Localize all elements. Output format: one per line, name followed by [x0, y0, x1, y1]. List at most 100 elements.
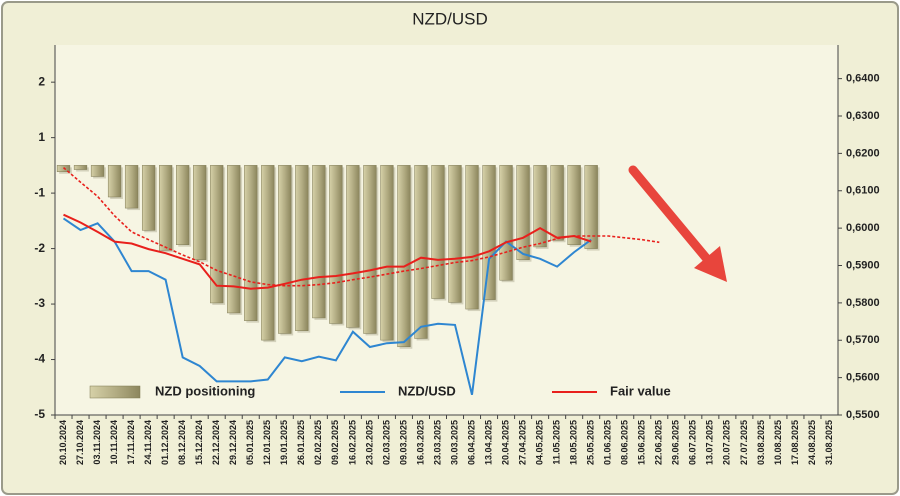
x-tick-label: 29.06.2025 — [671, 420, 681, 465]
y2-tick-label: 0,6200 — [846, 147, 880, 159]
trend-line — [62, 166, 660, 287]
x-tick-label: 27.07.2025 — [739, 420, 749, 465]
bar — [584, 165, 598, 249]
bar — [295, 165, 309, 331]
legend-label: NZD/USD — [398, 383, 456, 398]
bar — [312, 165, 326, 319]
bar — [567, 165, 581, 245]
x-tick-label: 02.02.2025 — [313, 420, 323, 465]
y2-tick-label: 0,6400 — [846, 73, 880, 85]
bar — [516, 165, 530, 260]
y-tick-label: -4 — [34, 352, 45, 366]
bar — [414, 165, 428, 339]
bar — [210, 165, 224, 304]
line — [63, 213, 592, 290]
bar — [73, 165, 88, 170]
bar — [107, 165, 122, 198]
bar — [448, 165, 462, 303]
x-tick-label: 16.02.2025 — [347, 420, 357, 465]
bar — [244, 165, 258, 321]
x-tick-label: 01.12.2024 — [160, 420, 170, 465]
y2-tick-label: 0,5700 — [846, 334, 880, 346]
x-tick-label: 25.05.2025 — [586, 420, 596, 465]
bar — [363, 165, 377, 334]
x-tick-label: 12.01.2025 — [262, 420, 272, 465]
x-tick-label: 23.03.2025 — [432, 420, 442, 465]
x-tick-label: 27.10.2024 — [75, 420, 85, 465]
bar — [124, 165, 139, 209]
x-tick-label: 20.10.2024 — [58, 420, 68, 465]
x-tick-label: 08.06.2025 — [620, 420, 630, 465]
x-tick-label: 01.06.2025 — [603, 420, 613, 465]
x-tick-label: 03.08.2025 — [756, 420, 766, 465]
x-tick-label: 29.12.2024 — [228, 420, 238, 465]
y-tick-label: -2 — [34, 241, 45, 255]
y-tick-label: 1 — [38, 130, 45, 144]
chart-title: NZD/USD — [412, 9, 488, 28]
bar — [193, 165, 207, 260]
x-tick-label: 13.07.2025 — [705, 420, 715, 465]
y-tick-label: -5 — [34, 407, 45, 421]
y2-tick-label: 0,6000 — [846, 222, 880, 234]
x-tick-label: 16.03.2025 — [415, 420, 425, 465]
bar — [278, 165, 292, 334]
x-tick-label: 22.12.2024 — [211, 420, 221, 465]
x-tick-label: 19.01.2025 — [279, 420, 289, 465]
x-tick-label: 18.05.2025 — [569, 420, 579, 465]
y2-tick-label: 0,5500 — [846, 409, 880, 421]
bar — [550, 165, 564, 241]
bar — [397, 165, 411, 348]
y-tick-label: -3 — [34, 296, 45, 310]
bar — [261, 165, 275, 341]
bar — [176, 165, 190, 245]
x-tick-label: 24.08.2025 — [807, 420, 817, 465]
y-tick-label: -1 — [34, 185, 45, 199]
x-tick-label: 06.07.2025 — [688, 420, 698, 465]
x-tick-label: 13.04.2025 — [483, 420, 493, 465]
bar — [329, 165, 343, 324]
bar — [499, 165, 513, 281]
x-tick-label: 23.02.2025 — [364, 420, 374, 465]
y2-tick-label: 0,5800 — [846, 297, 880, 309]
x-tick-label: 08.12.2024 — [177, 420, 187, 465]
bar — [227, 165, 241, 314]
bar — [482, 165, 496, 300]
x-tick-label: 03.11.2024 — [92, 420, 102, 465]
x-tick-label: 22.06.2025 — [654, 420, 664, 465]
x-tick-label: 31.08.2025 — [824, 420, 834, 465]
x-tick-label: 10.08.2025 — [773, 420, 783, 465]
x-tick-label: 06.04.2025 — [466, 420, 476, 465]
legend-label: Fair value — [610, 383, 671, 398]
bar — [431, 165, 445, 299]
x-tick-label: 02.03.2025 — [381, 420, 391, 465]
y-tick-label: 2 — [38, 74, 45, 88]
bar — [159, 165, 173, 251]
x-tick-label: 11.05.2025 — [552, 420, 562, 465]
x-tick-label: 24.11.2024 — [143, 420, 153, 465]
bar — [533, 165, 547, 248]
legend-label: NZD positioning — [155, 383, 255, 398]
x-tick-label: 20.07.2025 — [722, 420, 732, 465]
x-tick-label: 20.04.2025 — [500, 420, 510, 465]
bar — [346, 165, 360, 328]
x-tick-label: 27.04.2025 — [517, 420, 527, 465]
x-tick-label: 05.01.2025 — [245, 420, 255, 465]
x-tick-label: 04.05.2025 — [534, 420, 544, 465]
bar — [380, 165, 394, 341]
x-tick-label: 09.03.2025 — [398, 420, 408, 465]
bar — [465, 165, 479, 310]
y2-tick-label: 0,6100 — [846, 185, 880, 197]
bar — [141, 165, 156, 231]
x-tick-label: 17.08.2025 — [790, 420, 800, 465]
arrow — [628, 165, 727, 282]
x-tick-label: 10.11.2024 — [109, 420, 119, 465]
bar — [90, 165, 105, 177]
x-tick-label: 30.03.2025 — [449, 420, 459, 465]
y2-tick-label: 0,6300 — [846, 110, 880, 122]
legend-swatch — [89, 385, 141, 399]
x-tick-label: 09.02.2025 — [330, 420, 340, 465]
y2-tick-label: 0,5600 — [846, 372, 880, 384]
x-tick-label: 26.01.2025 — [296, 420, 306, 465]
x-tick-label: 15.06.2025 — [637, 420, 647, 465]
